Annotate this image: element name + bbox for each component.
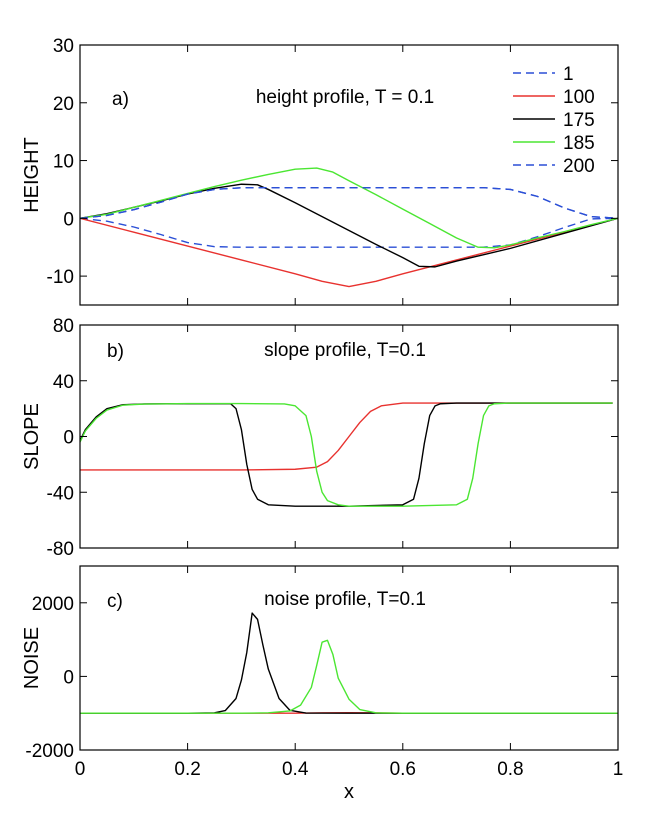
legend-bg-0 — [507, 63, 607, 83]
ytick-label-0-2: 10 — [53, 152, 74, 173]
xtick-label-4: 0.8 — [497, 759, 523, 780]
xtick-label-5: 1 — [613, 759, 624, 780]
legend-label-0: 1 — [563, 64, 574, 85]
series-line-1-1 — [80, 402, 613, 507]
legend-bg-3 — [507, 132, 607, 152]
ytick-label-1-1: -40 — [47, 483, 74, 504]
series-line-1-0 — [80, 402, 613, 471]
axes-frame-0 — [79, 44, 619, 306]
ytick-label-2-0: -2000 — [25, 741, 74, 762]
panel-a-height-profile: -10 0 10 20 30 HEIGHT a) height profile, T = 0.… — [21, 36, 619, 306]
ytick-label-1-4: 80 — [53, 316, 74, 337]
legend-bg-4 — [507, 155, 607, 175]
xtick-label-2: 0.4 — [282, 759, 309, 780]
ytick-label-1-0: -80 — [47, 539, 74, 560]
panel-label-0: a) — [112, 89, 129, 110]
series-line-0-1 — [80, 217, 618, 248]
legend-label-3: 185 — [563, 133, 595, 154]
legend-bg-1 — [507, 86, 607, 106]
legend-label-4: 200 — [563, 156, 595, 177]
xtick-label-0: 0 — [75, 759, 86, 780]
ytick-label-0-1: 0 — [63, 209, 74, 230]
series-line-0-4 — [80, 167, 618, 249]
xtick-label-3: 0.6 — [390, 759, 416, 780]
ytick-label-0-4: 30 — [53, 36, 74, 57]
ytick-label-1-3: 40 — [53, 372, 74, 393]
ytick-label-1-2: 0 — [63, 428, 74, 449]
ylabel-0: HEIGHT — [21, 137, 43, 213]
series-line-1-2 — [80, 402, 613, 507]
axes-frame-2 — [79, 565, 619, 751]
series-line-0-0 — [80, 187, 618, 220]
legend-label-2: 175 — [563, 110, 595, 131]
xtick-label-1: 0.2 — [174, 759, 200, 780]
panel-b-slope-profile: -80 -40 0 40 80 SLOPE b) slope profile, T=0.1 — [21, 316, 619, 560]
ylabel-1: SLOPE — [21, 403, 43, 470]
ytick-label-0-3: 20 — [53, 94, 74, 115]
panel-label-2: c) — [107, 591, 123, 612]
series-line-0-2 — [80, 217, 618, 288]
series-line-2-2 — [80, 639, 618, 714]
ylabel-2: NOISE — [21, 627, 43, 689]
ytick-label-2-1: 0 — [63, 667, 74, 688]
legend-bg-2 — [507, 109, 607, 129]
panel-title-2: noise profile, T=0.1 — [264, 589, 426, 610]
xlabel: x — [344, 781, 354, 803]
series-line-0-5 — [80, 187, 618, 220]
ytick-label-2-2: 2000 — [32, 594, 74, 615]
panel-title-1: slope profile, T=0.1 — [264, 340, 426, 361]
ytick-label-0-0: -10 — [47, 267, 74, 288]
series-line-2-1 — [80, 612, 618, 714]
panel-label-1: b) — [107, 341, 124, 362]
panel-title-0: height profile, T = 0.1 — [256, 87, 434, 108]
legend-label-1: 100 — [563, 87, 595, 108]
